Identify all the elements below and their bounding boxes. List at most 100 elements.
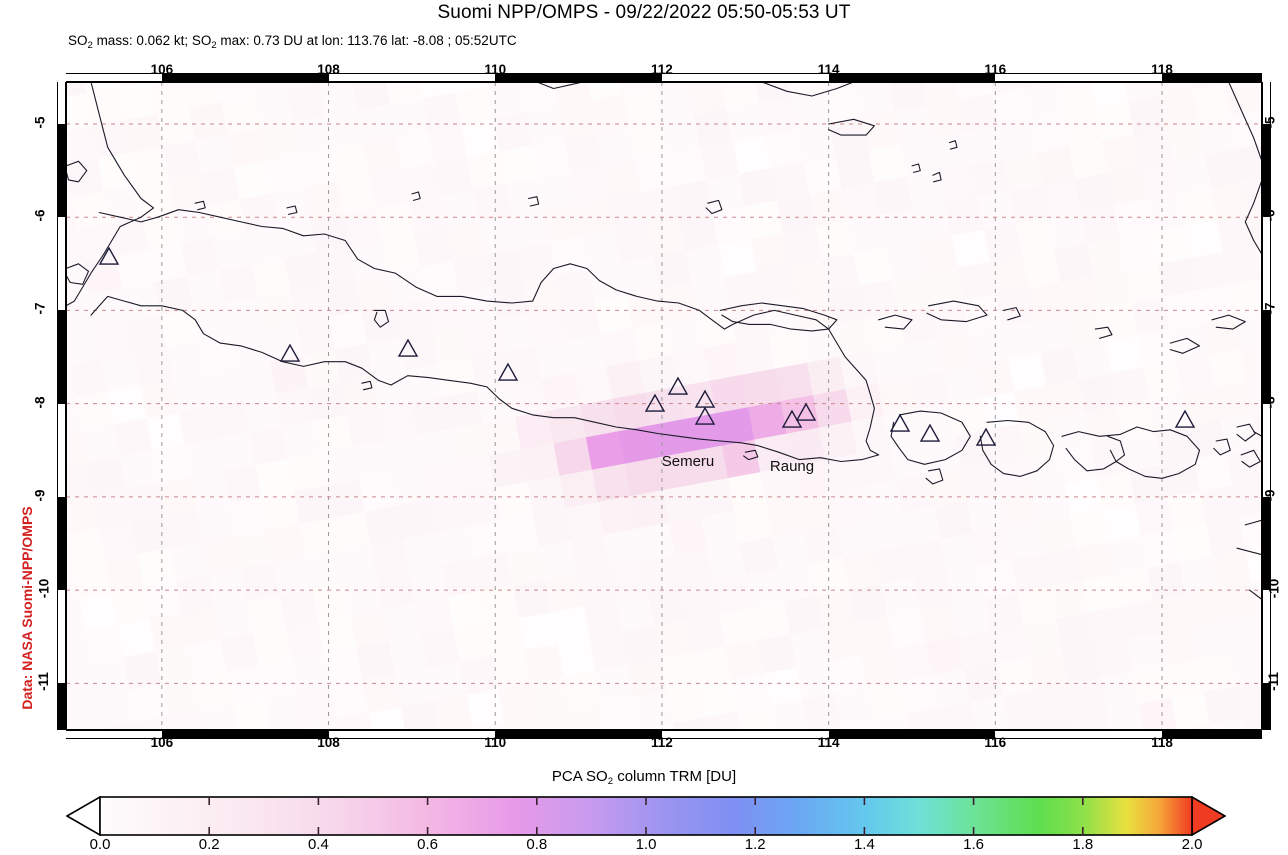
so2-pixel (786, 427, 826, 467)
so2-pixel (788, 259, 829, 299)
so2-pixel (527, 475, 567, 515)
so2-pixel (180, 237, 221, 277)
so2-pixel (401, 163, 442, 203)
tickbar-segment (58, 590, 65, 684)
so2-pixel (618, 425, 658, 465)
so2-pixel (986, 82, 1026, 95)
so2-pixel (96, 689, 136, 729)
so2-pixel (1114, 568, 1154, 608)
so2-pixel (299, 517, 340, 557)
so2-pixel (739, 536, 779, 577)
so2-pixel (1099, 302, 1139, 342)
so2-pixel (1062, 107, 1103, 147)
so2-pixel (847, 214, 888, 254)
so2-pixel (768, 330, 808, 370)
so2-pixel (700, 141, 740, 181)
coastline (66, 160, 88, 183)
x-tick-label: 112 (651, 735, 673, 750)
so2-pixel (547, 404, 587, 444)
so2-pixel (837, 518, 877, 558)
so2-pixel (654, 619, 694, 659)
axis-tickbar-bottom (66, 730, 1262, 739)
so2-pixel (1240, 343, 1262, 383)
so2-pixel (807, 356, 847, 396)
so2-pixel (921, 82, 961, 107)
so2-pixel (143, 580, 183, 620)
so2-pixel (317, 615, 358, 655)
so2-pixel (201, 166, 241, 206)
so2-pixel (1159, 626, 1199, 667)
coastline (1228, 82, 1262, 162)
so2-pixel (843, 551, 883, 591)
so2-pixel (293, 485, 334, 525)
y-tick-label: -10 (1266, 578, 1282, 599)
so2-pixel (1200, 485, 1240, 525)
so2-pixel (892, 273, 932, 313)
so2-pixel (343, 207, 383, 247)
so2-pixel (1190, 251, 1230, 292)
so2-pixel (1034, 314, 1074, 354)
so2-pixel (591, 463, 632, 503)
so2-pixel (154, 276, 194, 316)
coastline (66, 263, 90, 285)
so2-pixel (407, 195, 448, 235)
so2-pixel (641, 185, 681, 226)
so2-pixel (195, 134, 235, 174)
so2-pixel (514, 410, 555, 450)
so2-pixel (998, 119, 1038, 159)
so2-pixel (1036, 146, 1076, 186)
so2-pixel (142, 211, 182, 251)
so2-pixel (247, 594, 287, 634)
so2-pixel (66, 93, 93, 133)
so2-pixel (228, 497, 269, 537)
coastline (1236, 423, 1256, 442)
so2-pixel (712, 206, 752, 246)
so2-pixel (623, 88, 663, 128)
so2-pixel (706, 173, 746, 214)
so2-pixel (170, 541, 210, 581)
so2-pixel (829, 117, 869, 157)
so2-pixel (127, 314, 168, 354)
so2-pixel (525, 106, 565, 146)
coastline (828, 118, 875, 136)
coastline (1244, 519, 1262, 526)
so2-pixel (803, 155, 843, 196)
tickbar-segment (995, 74, 1162, 81)
so2-pixel (1197, 653, 1237, 693)
so2-pixel (261, 491, 301, 531)
so2-pixel (349, 240, 389, 280)
so2-pixel (698, 678, 739, 718)
so2-pixel (373, 369, 413, 410)
so2-pixel (766, 498, 806, 538)
so2-pixel (1040, 346, 1080, 387)
so2-pixel (364, 505, 404, 545)
so2-pixel (504, 714, 544, 730)
so2-pixel (1067, 677, 1107, 717)
so2-pixel (849, 583, 889, 623)
volcano-triangle (975, 427, 997, 446)
so2-pixel (1005, 521, 1045, 561)
so2-pixel (579, 398, 620, 438)
so2-pixel (66, 196, 79, 237)
so2-pixel (869, 512, 909, 552)
so2-pixel (861, 648, 901, 688)
so2-pixel (109, 217, 150, 257)
so2-pixel (1231, 110, 1262, 150)
so2-pixel (75, 391, 115, 431)
so2-pixel (796, 660, 836, 700)
so2-pixel (488, 449, 528, 489)
so2-pixel (697, 309, 737, 349)
so2-pixel (226, 665, 266, 705)
so2-pixel (1204, 148, 1244, 188)
so2-pixel (621, 625, 662, 665)
so2-pixel (905, 707, 945, 730)
so2-pixel (1242, 712, 1262, 730)
so2-pixel (1107, 166, 1147, 206)
so2-pixel (934, 500, 974, 540)
so2-pixel (661, 115, 701, 155)
so2-pixel (135, 716, 175, 730)
colorbar-under-arrow (65, 795, 101, 837)
coastline (1236, 547, 1262, 556)
so2-pixel (219, 264, 259, 304)
volcano-triangle (795, 402, 817, 421)
